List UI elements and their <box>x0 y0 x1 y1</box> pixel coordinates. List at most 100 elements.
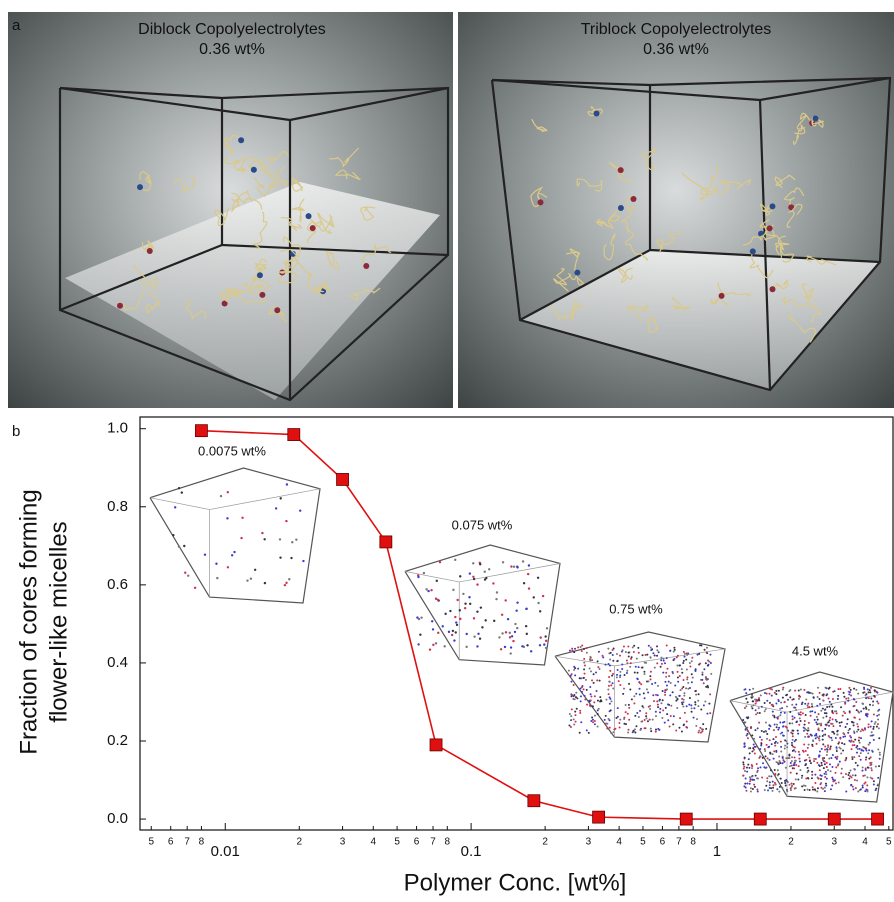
inset-dot <box>747 737 749 739</box>
inset-dot <box>825 715 827 717</box>
inset-dot <box>759 712 761 714</box>
inset-dot <box>662 699 664 701</box>
inset-dot <box>878 714 880 716</box>
inset-dot <box>574 648 576 650</box>
inset-dot <box>639 688 641 690</box>
inset-dot <box>664 691 666 693</box>
inset-dot <box>751 767 753 769</box>
inset-dot <box>644 697 646 699</box>
inset-dot <box>815 734 817 736</box>
inset-dot <box>834 779 836 781</box>
inset-dot <box>851 740 853 742</box>
inset-dot <box>581 686 583 688</box>
inset-dot <box>804 789 806 791</box>
inset-dot <box>569 650 571 652</box>
inset-dot <box>807 691 809 693</box>
inset-dot <box>568 670 570 672</box>
core <box>767 225 773 231</box>
inset-dot <box>594 715 596 717</box>
inset-dot <box>839 688 841 690</box>
inset-dot <box>798 758 800 760</box>
inset-dot <box>476 610 478 612</box>
inset-dot <box>580 721 582 723</box>
inset-dot <box>782 759 784 761</box>
inset-dot <box>279 538 281 540</box>
inset-dot <box>682 679 684 681</box>
inset-dot <box>870 756 872 758</box>
inset-dot <box>509 636 511 638</box>
inset-dot <box>697 700 699 702</box>
inset-edge <box>210 489 321 510</box>
inset-dot <box>673 659 675 661</box>
inset-dot <box>456 599 458 601</box>
y-axis-label-line: flower-like micelles <box>45 521 72 722</box>
inset-dot <box>765 730 767 732</box>
inset-dot <box>742 775 744 777</box>
inset-dot <box>848 693 850 695</box>
inset-dot <box>812 789 814 791</box>
inset-dot <box>772 753 774 755</box>
y-axis-label-line: Fraction of cores forming <box>15 489 42 754</box>
inset-dot <box>649 719 651 721</box>
inset-dot <box>537 577 539 579</box>
inset-dot <box>666 645 668 647</box>
inset-dot <box>798 698 800 700</box>
x-tick-label: 6 <box>414 837 420 848</box>
inset-dot <box>570 715 572 717</box>
inset-dot <box>751 706 753 708</box>
inset-dot <box>836 756 838 758</box>
inset-dot <box>762 762 764 764</box>
inset-dot <box>745 692 747 694</box>
inset-dot <box>291 541 293 543</box>
inset-dot <box>828 725 830 727</box>
inset-dot <box>751 765 753 767</box>
inset-dot <box>679 717 681 719</box>
x-tick-label: 8 <box>199 837 205 848</box>
inset-dot <box>516 627 518 629</box>
inset-dot <box>844 735 846 737</box>
inset-dot <box>642 654 644 656</box>
inset-dot <box>755 700 757 702</box>
inset-dot <box>853 768 855 770</box>
inset-dot <box>751 750 753 752</box>
inset-dot <box>790 783 792 785</box>
inset-dot <box>584 665 586 667</box>
inset-dot <box>599 668 601 670</box>
inset-dot <box>819 783 821 785</box>
inset-dot <box>849 735 851 737</box>
inset-dot <box>574 674 576 676</box>
inset-dot <box>788 784 790 786</box>
inset-dot <box>579 710 581 712</box>
inset-dot <box>769 725 771 727</box>
inset-dot <box>501 614 503 616</box>
inset-dot <box>642 667 644 669</box>
inset-dot <box>865 788 867 790</box>
inset-dot <box>832 731 834 733</box>
inset-dot <box>865 767 867 769</box>
inset-dot <box>701 674 703 676</box>
inset-dot <box>472 576 474 578</box>
inset-dot <box>640 721 642 723</box>
inset-dot <box>847 697 849 699</box>
inset-dot <box>810 762 812 764</box>
inset-dot <box>537 602 539 604</box>
inset-dot <box>668 681 670 683</box>
inset-dot <box>762 757 764 759</box>
inset-dot <box>767 757 769 759</box>
inset-dot <box>625 704 627 706</box>
inset-dot <box>763 766 765 768</box>
inset-dot <box>786 743 788 745</box>
inset-dot <box>662 672 664 674</box>
inset-dot <box>591 717 593 719</box>
inset-dot <box>652 694 654 696</box>
data-marker <box>528 795 540 807</box>
inset-dot <box>776 761 778 763</box>
inset-dot <box>655 729 657 731</box>
inset-dot <box>638 716 640 718</box>
inset-dot <box>865 713 867 715</box>
inset-dot <box>540 636 542 638</box>
inset-dot <box>637 672 639 674</box>
x-tick-label: 3 <box>586 837 592 848</box>
inset-dot <box>773 729 775 731</box>
inset-dot <box>670 682 672 684</box>
